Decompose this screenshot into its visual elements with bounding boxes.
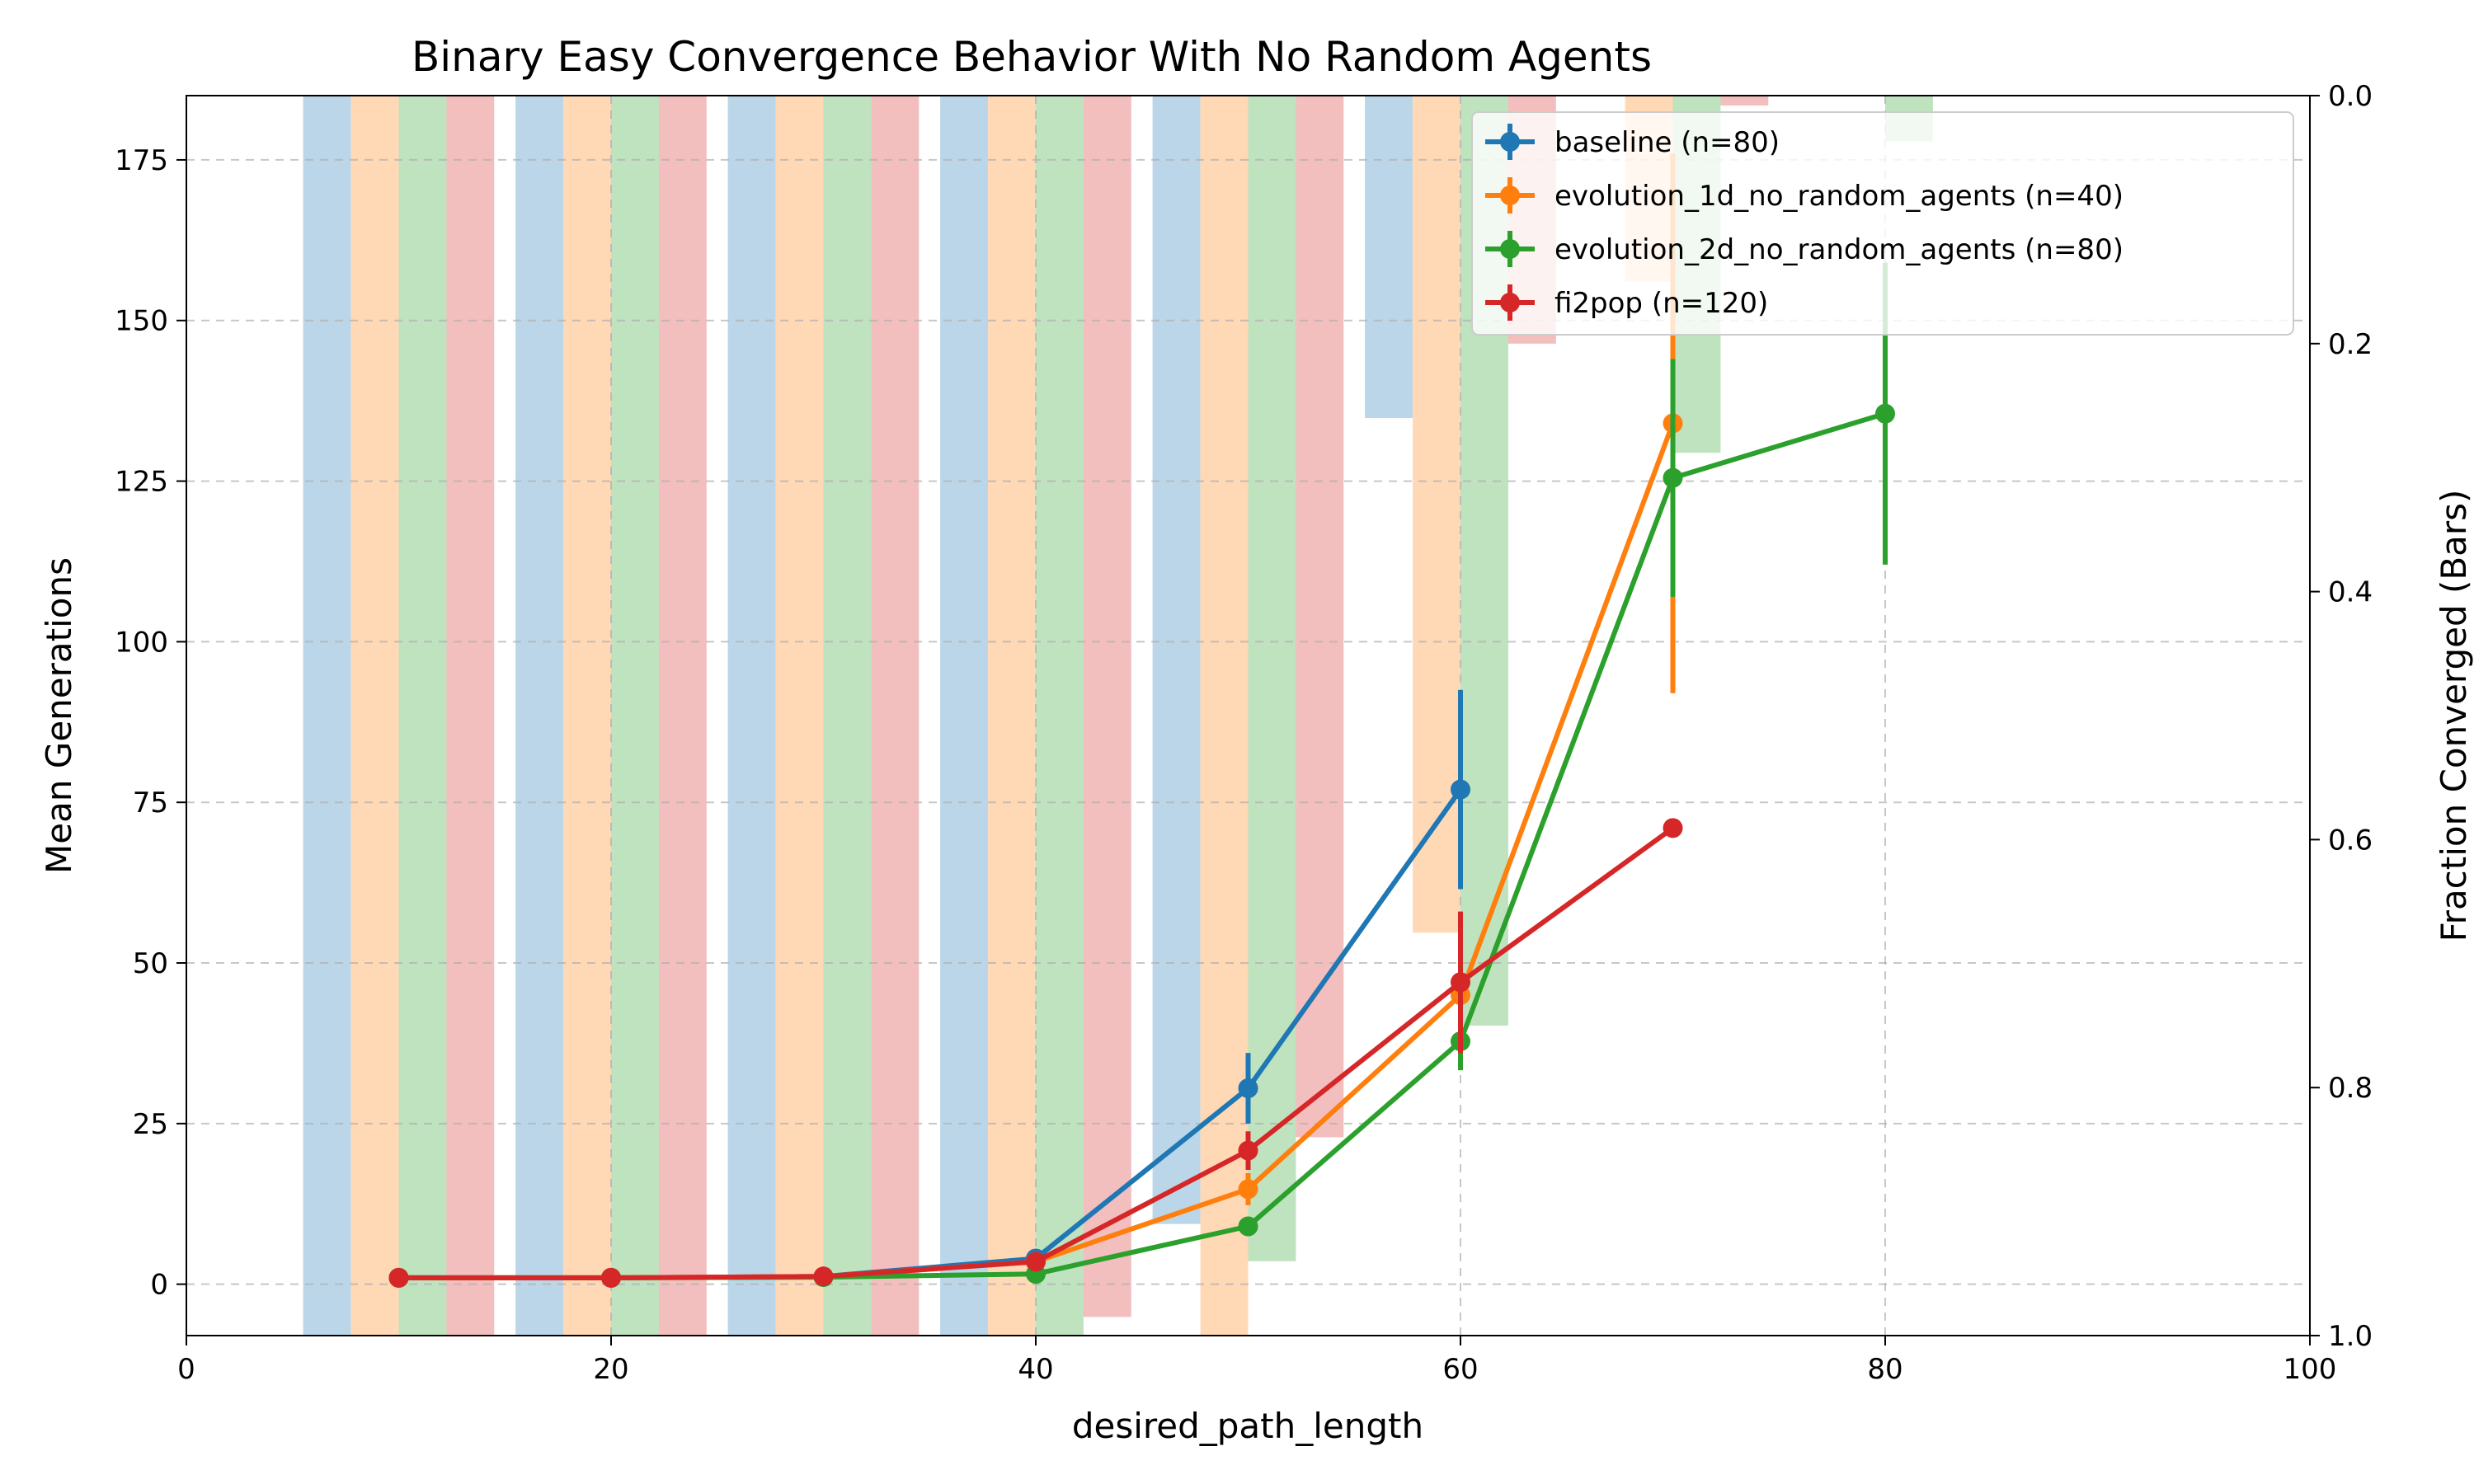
x-tick-label: 40 <box>1018 1353 1053 1386</box>
data-point <box>1238 1179 1258 1200</box>
fraction-bar <box>1152 96 1201 1224</box>
plot-frame <box>186 95 2311 1336</box>
fraction-bar <box>988 96 1036 1336</box>
y-tick-label: 125 <box>115 466 168 499</box>
data-point <box>1875 403 1895 424</box>
fraction-bar <box>1248 96 1296 1261</box>
fraction-bar <box>398 96 447 1336</box>
legend-swatch-marker <box>1500 132 1520 152</box>
y-right-tick-label: 0.8 <box>2328 1072 2373 1105</box>
data-point <box>1238 1216 1258 1237</box>
axis-ticks: 0 20 40 60 80 100 0 25 50 75 100 125 150 175 0.0 0.2 0.4… <box>115 80 2373 1386</box>
y-tick-label: 25 <box>133 1108 168 1141</box>
y-tick-label: 0 <box>150 1269 168 1302</box>
legend-swatch-marker <box>1500 186 1520 205</box>
fraction-bars <box>303 96 1933 1336</box>
fraction-bar <box>940 96 988 1336</box>
y-tick-label: 150 <box>115 305 168 338</box>
y-right-tick-label: 1.0 <box>2328 1320 2373 1353</box>
series-lines <box>388 153 1895 1288</box>
y-right-tick-label: 0.0 <box>2328 80 2373 113</box>
y-right-tick-label: 0.4 <box>2328 576 2373 609</box>
y-tick-label: 75 <box>133 787 168 819</box>
legend-entry: baseline (n=80) <box>1554 126 1780 159</box>
data-point <box>1663 818 1683 838</box>
fraction-bar <box>1200 96 1249 1336</box>
data-point <box>1238 1078 1258 1098</box>
fraction-bar <box>611 96 659 1336</box>
y-axis-right-label: Fraction Converged (Bars) <box>2434 490 2474 942</box>
fraction-bar <box>303 96 351 1336</box>
legend-entry: evolution_1d_no_random_agents (n=40) <box>1554 180 2124 213</box>
x-tick-label: 0 <box>177 1353 195 1386</box>
fraction-bar <box>1296 96 1344 1138</box>
fraction-bar <box>1036 96 1084 1336</box>
y-tick-label: 50 <box>133 947 168 980</box>
legend-swatch-marker <box>1500 239 1520 259</box>
x-axis-label: desired_path_length <box>1072 1406 1423 1446</box>
data-point <box>1451 972 1470 993</box>
fraction-bar <box>727 96 776 1336</box>
data-point <box>601 1267 621 1288</box>
fraction-bar <box>823 96 872 1336</box>
y-right-tick-label: 0.6 <box>2328 824 2373 857</box>
x-tick-label: 60 <box>1442 1353 1478 1386</box>
fraction-bar <box>446 96 495 1336</box>
data-point <box>813 1266 834 1287</box>
data-point <box>1026 1252 1046 1272</box>
fraction-bar <box>658 96 707 1336</box>
fraction-bar <box>1720 96 1769 106</box>
data-point <box>1663 467 1683 488</box>
data-point <box>1238 1140 1258 1161</box>
fraction-bar <box>871 96 920 1336</box>
legend-box <box>1471 111 2294 336</box>
x-tick-label: 100 <box>2284 1353 2337 1386</box>
x-tick-label: 80 <box>1867 1353 1903 1386</box>
y-axis-label: Mean Generations <box>39 557 79 874</box>
fraction-bar <box>1413 96 1460 933</box>
legend-swatch-marker <box>1500 293 1520 312</box>
chart-title: Binary Easy Convergence Behavior With No… <box>412 33 1652 81</box>
data-point <box>388 1267 409 1288</box>
legend-entry: fi2pop (n=120) <box>1554 287 1768 320</box>
y-tick-label: 175 <box>115 144 168 177</box>
fraction-bar <box>1365 96 1413 418</box>
fraction-bar <box>350 96 399 1336</box>
fraction-bar <box>515 96 563 1336</box>
y-tick-label: 100 <box>115 626 168 659</box>
fraction-bar <box>1083 96 1131 1317</box>
fraction-bar <box>775 96 824 1336</box>
data-point <box>1451 779 1470 800</box>
x-tick-label: 20 <box>593 1353 628 1386</box>
fraction-bar <box>563 96 611 1336</box>
legend-entry: evolution_2d_no_random_agents (n=80) <box>1554 233 2124 266</box>
legend: baseline (n=80) evolution_1d_no_random_ag… <box>1471 111 2294 336</box>
y-right-tick-label: 0.2 <box>2328 328 2373 361</box>
